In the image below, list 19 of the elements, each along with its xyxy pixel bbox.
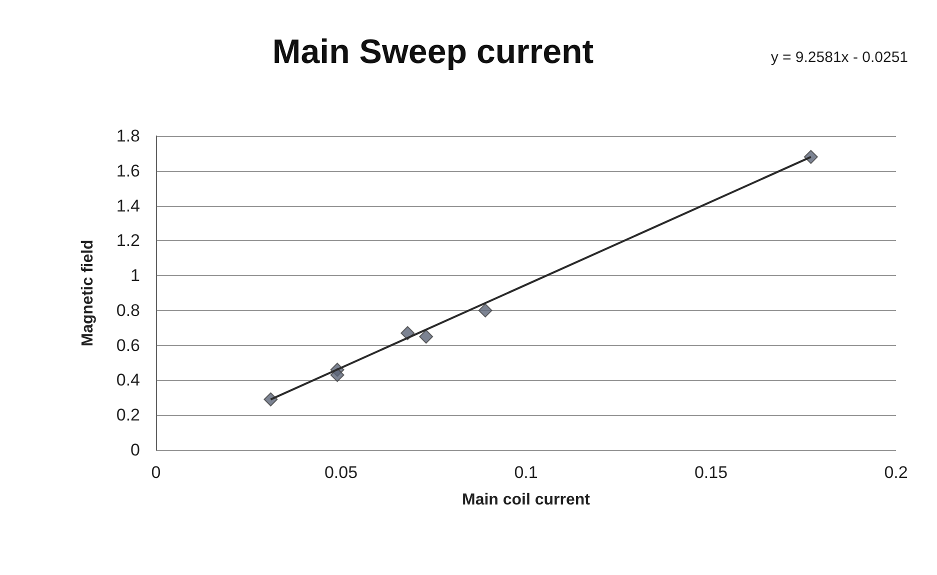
y-tick-label: 1.4 [116,196,140,216]
x-tick-label: 0.15 [694,463,728,482]
y-tick-label: 0.6 [116,336,140,355]
y-tick-label: 0.2 [116,406,140,425]
x-tick-label: 0.1 [514,463,538,482]
x-axis-title: Main coil current [462,492,591,508]
chart-title: Main Sweep current [272,33,594,71]
y-tick-label: 0.4 [116,370,140,390]
y-tick-label: 1 [130,266,140,286]
text: y = 9.2581x - 0.0251 [770,49,908,66]
y-tick-label: 0 [130,440,140,460]
y-tick-label: 1.8 [116,126,140,146]
x-tick-label: 0.05 [324,463,358,482]
x-tick-label: 0.2 [884,463,908,482]
y-tick-label: 0.8 [116,300,140,320]
y-tick-label: 1.6 [116,161,140,180]
y-axis-title: Magnetic field [80,240,96,346]
y-tick-label: 1.2 [116,231,140,250]
x-tick-label: 0 [151,463,161,482]
